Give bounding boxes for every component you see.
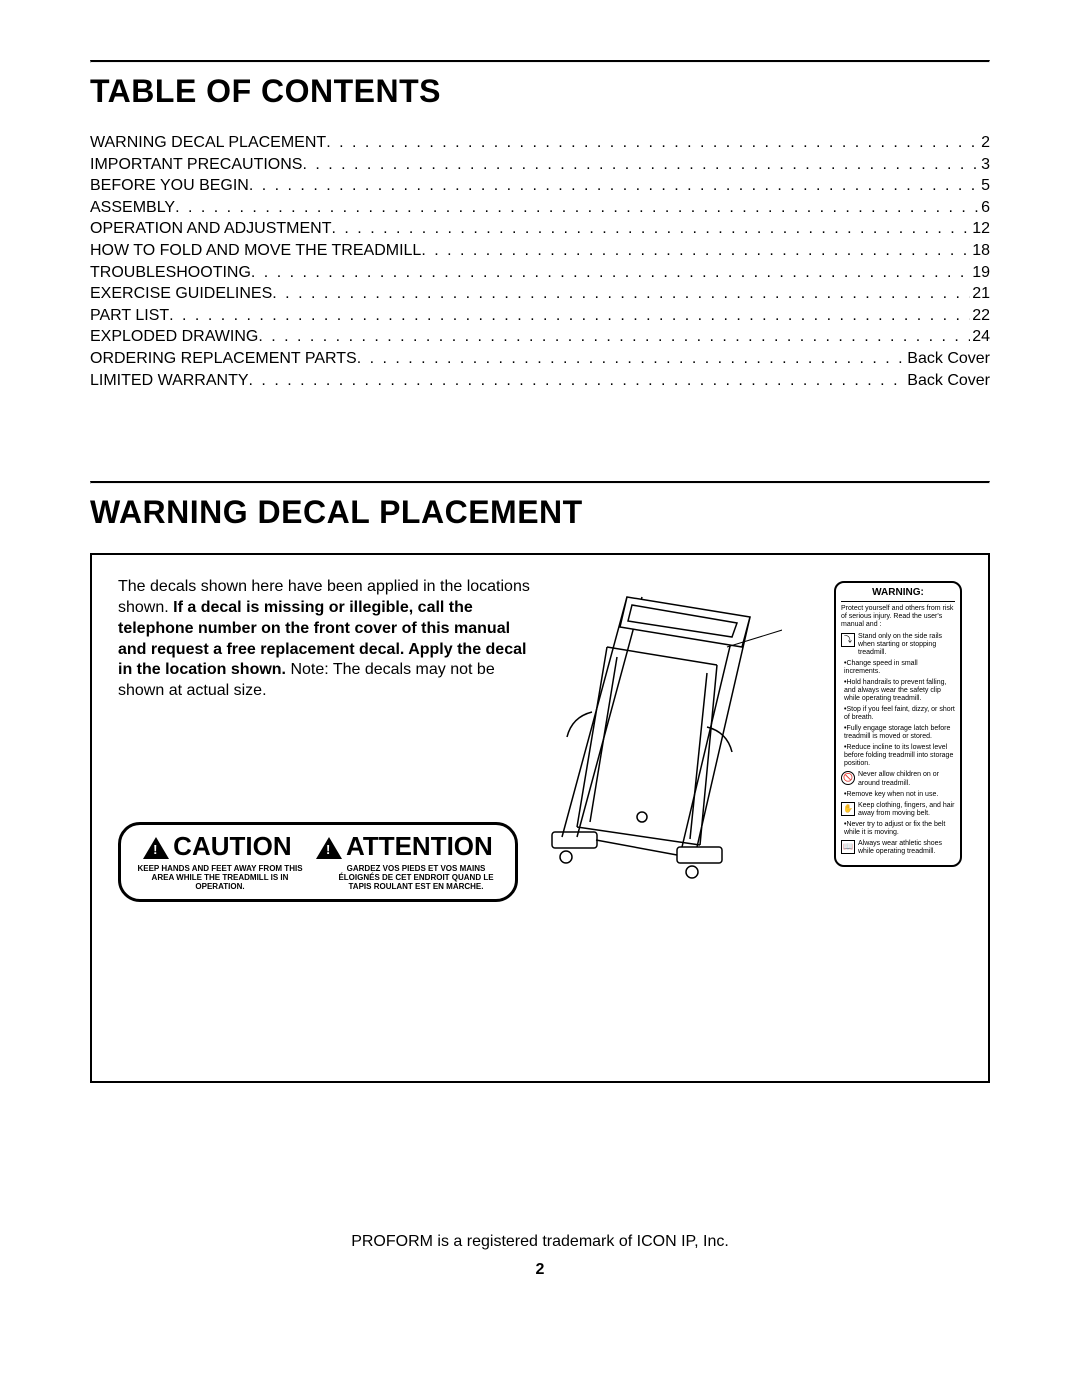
book-icon: 📖 xyxy=(841,840,855,854)
decal-description: The decals shown here have been applied … xyxy=(118,577,538,702)
toc-label: BEFORE YOU BEGIN xyxy=(90,175,249,197)
warning-item: ⤵Stand only on the side rails when start… xyxy=(841,633,955,657)
toc-leader-dots xyxy=(175,197,979,219)
warning-panel-intro: Protect yourself and others from risk of… xyxy=(841,605,955,629)
toc-leader-dots xyxy=(326,132,979,154)
toc-row: WARNING DECAL PLACEMENT 2 xyxy=(90,132,990,154)
toc-page: Back Cover xyxy=(905,348,990,370)
warning-triangle-icon xyxy=(316,837,342,859)
toc-page: 21 xyxy=(970,283,990,305)
warning-item-bullet: Remove key when not in use. xyxy=(841,791,955,799)
caution-top-row: CAUTION ATTENTION xyxy=(131,831,505,862)
table-of-contents: WARNING DECAL PLACEMENT 2IMPORTANT PRECA… xyxy=(90,132,990,391)
warning-item-text: Stand only on the side rails when starti… xyxy=(858,633,955,657)
toc-row: ORDERING REPLACEMENT PARTS Back Cover xyxy=(90,348,990,370)
toc-row: ASSEMBLY 6 xyxy=(90,197,990,219)
top-rule-1 xyxy=(90,60,990,63)
toc-page: 19 xyxy=(970,262,990,284)
caution-group-fr: ATTENTION xyxy=(316,831,493,862)
warning-item: ✋Keep clothing, fingers, and hair away f… xyxy=(841,802,955,818)
toc-leader-dots xyxy=(357,348,906,370)
toc-leader-dots xyxy=(251,262,970,284)
warning-panel-items: ⤵Stand only on the side rails when start… xyxy=(841,633,955,856)
warning-item: 🚫Never allow children on or around tread… xyxy=(841,771,955,787)
toc-label: IMPORTANT PRECAUTIONS xyxy=(90,154,302,176)
vertical-spacer xyxy=(90,391,990,481)
decal-placement-box: The decals shown here have been applied … xyxy=(90,553,990,1083)
step-icon: ⤵ xyxy=(841,633,855,647)
toc-leader-dots xyxy=(258,326,970,348)
caution-decal: CAUTION ATTENTION KEEP HANDS AND FEET AW… xyxy=(118,822,518,902)
toc-page: 12 xyxy=(970,218,990,240)
toc-row: IMPORTANT PRECAUTIONS 3 xyxy=(90,154,990,176)
warning-item-text: Keep clothing, fingers, and hair away fr… xyxy=(858,802,955,818)
toc-leader-dots xyxy=(302,154,979,176)
caution-group-en: CAUTION xyxy=(143,831,291,862)
warning-item-bullet: Hold handrails to prevent falling, and a… xyxy=(841,679,955,703)
caution-sub-fr: GARDEZ VOS PIEDS ET VOS MAINS ÉLOIGNÉS D… xyxy=(327,865,505,891)
toc-page: 2 xyxy=(979,132,990,154)
toc-row: BEFORE YOU BEGIN 5 xyxy=(90,175,990,197)
toc-page: Back Cover xyxy=(905,370,990,392)
manual-page: TABLE OF CONTENTS WARNING DECAL PLACEMEN… xyxy=(0,0,1080,1319)
toc-label: PART LIST xyxy=(90,305,169,327)
warning-triangle-icon xyxy=(143,837,169,859)
warning-item-text: Always wear athletic shoes while operati… xyxy=(858,840,955,856)
caution-word-en: CAUTION xyxy=(173,831,291,861)
toc-leader-dots xyxy=(169,305,970,327)
warning-item-bullet: Stop if you feel faint, dizzy, or short … xyxy=(841,706,955,722)
toc-label: HOW TO FOLD AND MOVE THE TREADMILL xyxy=(90,240,421,262)
warning-item-bullet: Never try to adjust or fix the belt whil… xyxy=(841,821,955,837)
toc-page: 6 xyxy=(979,197,990,219)
toc-row: TROUBLESHOOTING 19 xyxy=(90,262,990,284)
toc-label: ASSEMBLY xyxy=(90,197,175,219)
caution-sub-en: KEEP HANDS AND FEET AWAY FROM THIS AREA … xyxy=(131,865,309,891)
page-number: 2 xyxy=(90,1261,990,1279)
toc-label: TROUBLESHOOTING xyxy=(90,262,251,284)
toc-row: EXERCISE GUIDELINES 21 xyxy=(90,283,990,305)
toc-row: PART LIST 22 xyxy=(90,305,990,327)
warning-panel-decal: WARNING: Protect yourself and others fro… xyxy=(834,581,962,867)
warning-item: 📖Always wear athletic shoes while operat… xyxy=(841,840,955,856)
warning-panel-heading: WARNING: xyxy=(841,587,955,602)
hand-icon: ✋ xyxy=(841,802,855,816)
warning-item-bullet: Reduce incline to its lowest level befor… xyxy=(841,744,955,768)
toc-page: 18 xyxy=(970,240,990,262)
toc-page: 3 xyxy=(979,154,990,176)
toc-label: EXPLODED DRAWING xyxy=(90,326,258,348)
caution-word-fr: ATTENTION xyxy=(346,831,493,861)
toc-heading: TABLE OF CONTENTS xyxy=(90,73,990,110)
toc-label: EXERCISE GUIDELINES xyxy=(90,283,272,305)
toc-leader-dots xyxy=(421,240,970,262)
toc-label: WARNING DECAL PLACEMENT xyxy=(90,132,326,154)
toc-row: HOW TO FOLD AND MOVE THE TREADMILL 18 xyxy=(90,240,990,262)
toc-row: EXPLODED DRAWING 24 xyxy=(90,326,990,348)
toc-label: ORDERING REPLACEMENT PARTS xyxy=(90,348,357,370)
toc-page: 22 xyxy=(970,305,990,327)
toc-leader-dots xyxy=(272,283,970,305)
toc-label: LIMITED WARRANTY xyxy=(90,370,249,392)
warning-item-bullet: Change speed in small increments. xyxy=(841,660,955,676)
toc-page: 5 xyxy=(979,175,990,197)
trademark-footer: PROFORM is a registered trademark of ICO… xyxy=(90,1233,990,1251)
toc-row: LIMITED WARRANTY Back Cover xyxy=(90,370,990,392)
warning-decal-heading: WARNING DECAL PLACEMENT xyxy=(90,494,990,531)
caution-subtext: KEEP HANDS AND FEET AWAY FROM THIS AREA … xyxy=(131,865,505,891)
toc-label: OPERATION AND ADJUSTMENT xyxy=(90,218,332,240)
toc-row: OPERATION AND ADJUSTMENT 12 xyxy=(90,218,990,240)
nochild-icon: 🚫 xyxy=(841,771,855,785)
toc-leader-dots xyxy=(332,218,971,240)
warning-item-text: Never allow children on or around treadm… xyxy=(858,771,955,787)
top-rule-2 xyxy=(90,481,990,484)
toc-leader-dots xyxy=(249,175,979,197)
toc-leader-dots xyxy=(249,370,906,392)
warning-item-bullet: Fully engage storage latch before treadm… xyxy=(841,725,955,741)
treadmill-illustration xyxy=(532,577,782,897)
toc-page: 24 xyxy=(970,326,990,348)
